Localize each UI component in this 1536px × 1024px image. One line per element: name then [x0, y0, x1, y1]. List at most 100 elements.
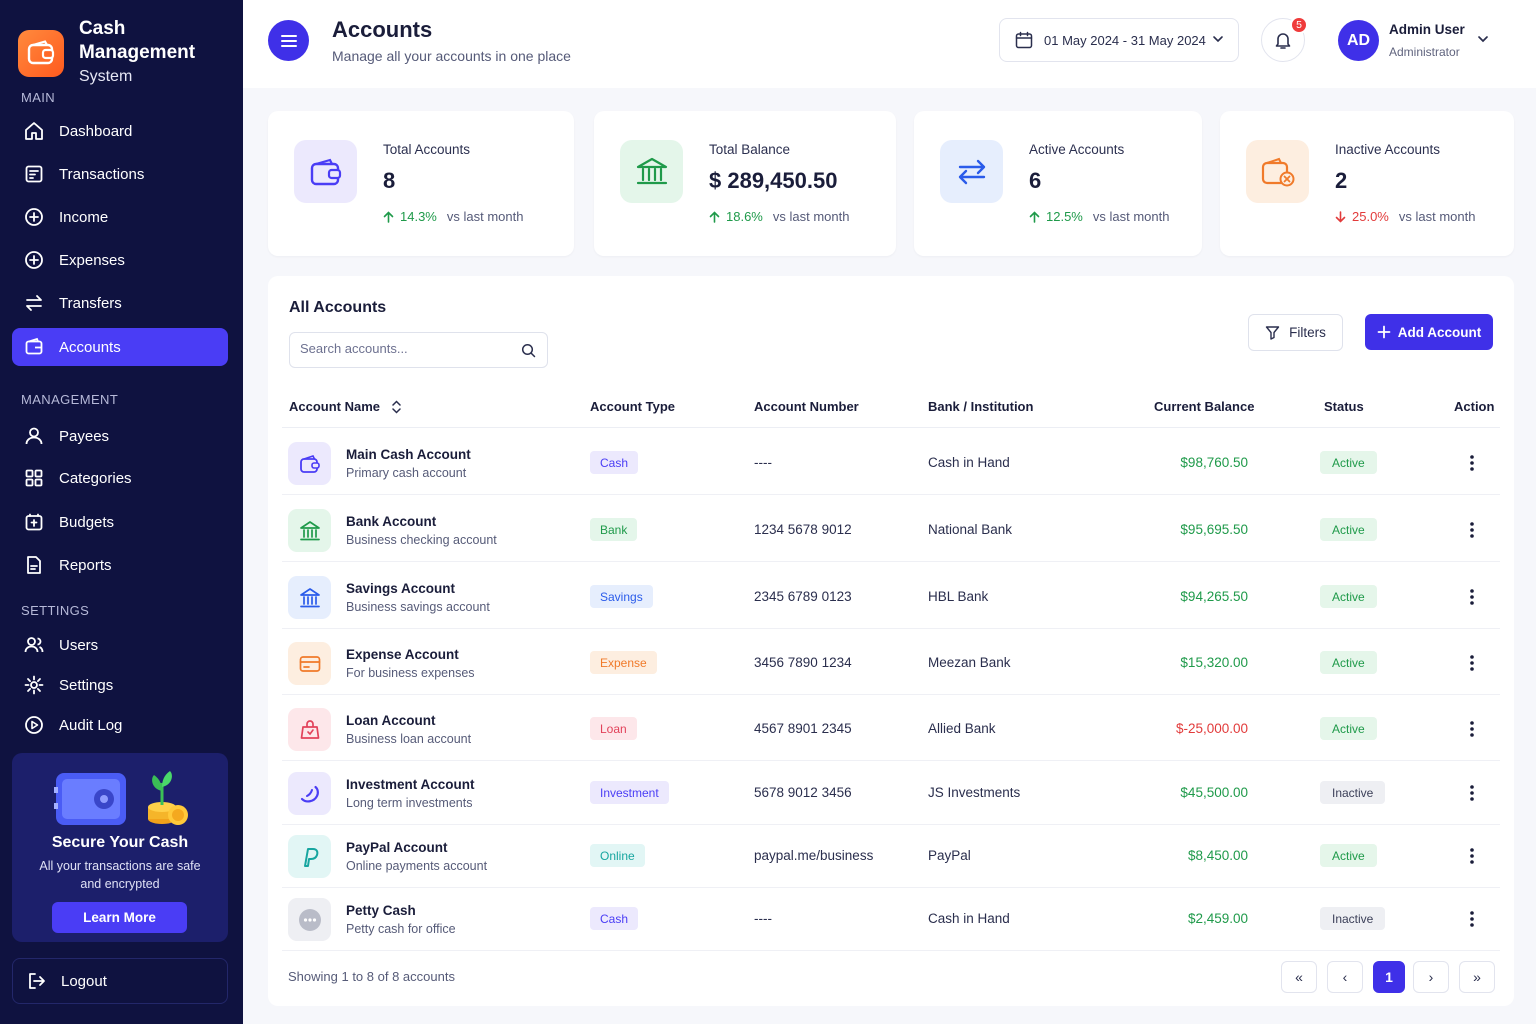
- sidebar-item-audit-log[interactable]: Audit Log: [12, 706, 228, 744]
- brand: Cash Management System: [18, 17, 243, 89]
- stat-change: 18.6%: [726, 209, 763, 224]
- account-name[interactable]: PayPal Account: [346, 840, 448, 855]
- user-menu-chevron-icon[interactable]: [1476, 32, 1490, 46]
- more-actions-icon[interactable]: [1464, 451, 1480, 475]
- date-range-value: 01 May 2024 - 31 May 2024: [1044, 32, 1206, 48]
- date-range-picker[interactable]: 01 May 2024 - 31 May 2024: [999, 18, 1239, 62]
- current-balance: $15,320.00: [1180, 655, 1248, 670]
- status-badge: Active: [1320, 844, 1377, 867]
- play-circle-icon: [23, 714, 45, 736]
- filters-button[interactable]: Filters: [1248, 314, 1343, 351]
- learn-more-button[interactable]: Learn More: [52, 902, 187, 933]
- sidebar-item-categories[interactable]: Categories: [12, 459, 228, 497]
- account-type-badge: Investment: [590, 781, 669, 804]
- arrow-up-icon: [709, 210, 720, 223]
- sidebar-item-transfers[interactable]: Transfers: [12, 284, 228, 322]
- more-actions-icon[interactable]: [1464, 518, 1480, 542]
- panel-title: All Accounts: [289, 299, 387, 316]
- sidebar-item-payees[interactable]: Payees: [12, 417, 228, 455]
- status-badge: Inactive: [1320, 907, 1386, 930]
- sidebar: Cash Management System MAIN Dashboard Tr…: [0, 0, 243, 1024]
- account-name[interactable]: Expense Account: [346, 647, 459, 662]
- column-header-account-name[interactable]: Account Name: [289, 399, 401, 414]
- account-type-badge: Expense: [590, 651, 657, 674]
- search-input[interactable]: [300, 341, 510, 356]
- section-management: MANAGEMENT: [21, 392, 119, 407]
- status-badge: Active: [1320, 451, 1377, 474]
- sidebar-item-accounts[interactable]: Accounts: [12, 328, 228, 366]
- logout-label: Logout: [61, 972, 107, 990]
- add-account-button[interactable]: Add Account: [1365, 314, 1493, 350]
- menu-toggle-button[interactable]: [268, 20, 309, 61]
- stat-trend: 12.5% vs last month: [1029, 209, 1169, 224]
- chevron-down-icon: [1212, 33, 1224, 45]
- bank-icon: [288, 576, 331, 619]
- sidebar-item-expenses[interactable]: Expenses: [12, 241, 228, 279]
- sidebar-item-label: Accounts: [59, 338, 121, 356]
- first-page-button[interactable]: «: [1281, 961, 1317, 993]
- account-number: 2345 6789 0123: [754, 589, 852, 604]
- more-actions-icon[interactable]: [1464, 844, 1480, 868]
- stat-card-inactive-accounts: Inactive Accounts 2 25.0% vs last month: [1220, 111, 1514, 256]
- more-actions-icon[interactable]: [1464, 907, 1480, 931]
- next-page-button[interactable]: ›: [1413, 961, 1449, 993]
- account-number: ----: [754, 911, 772, 926]
- more-actions-icon[interactable]: [1464, 585, 1480, 609]
- account-name[interactable]: Petty Cash: [346, 903, 416, 918]
- user-role: Administrator: [1389, 45, 1460, 59]
- arrow-up-icon: [1029, 210, 1040, 223]
- sidebar-item-dashboard[interactable]: Dashboard: [12, 112, 228, 150]
- stat-change: 25.0%: [1352, 209, 1389, 224]
- more-actions-icon[interactable]: [1464, 717, 1480, 741]
- page-1-button[interactable]: 1: [1373, 961, 1405, 993]
- sidebar-item-label: Budgets: [59, 513, 115, 531]
- account-name[interactable]: Investment Account: [346, 777, 475, 792]
- notifications-button[interactable]: 5: [1261, 16, 1308, 62]
- account-description: Business checking account: [346, 533, 497, 547]
- more-actions-icon[interactable]: [1464, 651, 1480, 675]
- sidebar-item-users[interactable]: Users: [12, 626, 228, 664]
- filters-label: Filters: [1289, 325, 1326, 340]
- current-balance: $2,459.00: [1187, 911, 1248, 926]
- loan-icon: [288, 708, 331, 751]
- bank-icon: [620, 140, 683, 203]
- sidebar-item-reports[interactable]: Reports: [12, 546, 228, 584]
- column-header-bank: Bank / Institution: [928, 399, 1034, 414]
- page-title: Accounts: [332, 17, 433, 42]
- status-badge: Active: [1320, 585, 1377, 608]
- sidebar-item-label: Reports: [59, 556, 112, 574]
- account-description: Online payments account: [346, 859, 488, 873]
- top-header: Accounts Manage all your accounts in one…: [243, 0, 1536, 88]
- status-badge: Active: [1320, 518, 1377, 541]
- account-description: Business loan account: [346, 732, 472, 746]
- filter-icon: [1265, 325, 1280, 340]
- account-name[interactable]: Main Cash Account: [346, 447, 471, 462]
- bank-name: JS Investments: [928, 785, 1021, 800]
- sidebar-item-label: Expenses: [59, 251, 125, 269]
- promo-title: Secure Your Cash: [51, 834, 189, 851]
- prev-page-button[interactable]: ‹: [1327, 961, 1363, 993]
- stat-note: vs last month: [446, 209, 524, 224]
- sidebar-item-transactions[interactable]: Transactions: [12, 155, 228, 193]
- sidebar-item-budgets[interactable]: Budgets: [12, 503, 228, 541]
- account-name[interactable]: Loan Account: [346, 713, 436, 728]
- grid-icon: [23, 467, 45, 489]
- search-icon[interactable]: [521, 343, 536, 358]
- more-actions-icon[interactable]: [1464, 781, 1480, 805]
- last-page-button[interactable]: »: [1459, 961, 1495, 993]
- avatar[interactable]: AD: [1338, 20, 1379, 61]
- budget-icon: [23, 511, 45, 533]
- sidebar-item-income[interactable]: Income: [12, 198, 228, 236]
- stat-value: 2: [1335, 168, 1348, 193]
- logout-button[interactable]: Logout: [12, 958, 228, 1004]
- stat-note: vs last month: [772, 209, 850, 224]
- account-name[interactable]: Bank Account: [346, 514, 437, 529]
- sort-icon[interactable]: [392, 399, 401, 414]
- account-description: Primary cash account: [346, 466, 467, 480]
- table-row: Savings Account Business savings account…: [282, 563, 1500, 629]
- account-name[interactable]: Savings Account: [346, 581, 456, 596]
- user-name[interactable]: Admin User: [1389, 22, 1465, 37]
- stat-card-total-balance: Total Balance $ 289,450.50 18.6% vs last…: [594, 111, 896, 256]
- sidebar-item-settings[interactable]: Settings: [12, 666, 228, 704]
- accounts-panel: All Accounts Filters Add Account Account…: [268, 276, 1514, 1006]
